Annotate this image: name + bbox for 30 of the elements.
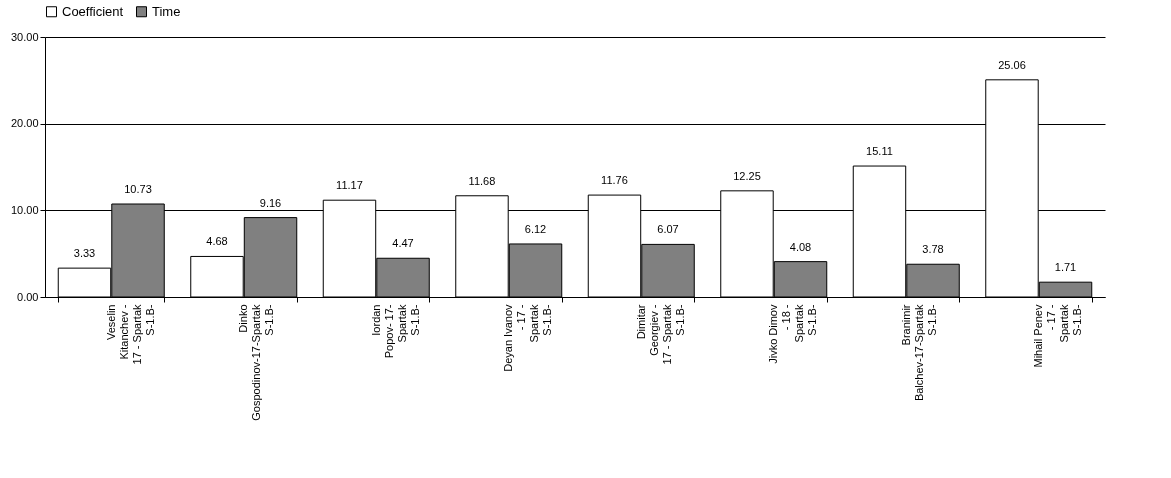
x-tick-label: Dimitar Georgiev - 17 - Spartak S-1.B- [634, 304, 686, 365]
data-label: 6.07 [657, 223, 679, 236]
legend-label: Time [152, 3, 181, 19]
data-label: 9.16 [259, 196, 282, 209]
data-label: 4.68 [206, 235, 228, 248]
data-label: 11.17 [336, 179, 363, 192]
y-tick-label: 0.00 [17, 290, 39, 303]
data-label: 4.47 [392, 237, 414, 250]
data-label: 11.76 [601, 174, 628, 187]
data-label: 3.33 [73, 247, 96, 260]
data-label: 6.12 [524, 222, 547, 235]
x-tick-label: Jivko Dimov - 18 - Spartak S-1.B- [767, 304, 819, 364]
data-label: 1.71 [1054, 261, 1077, 274]
y-tick-label: 20.00 [10, 117, 39, 130]
x-tick-label: Deyan Ivanov - 17 - Spartak S-1.B- [502, 304, 554, 372]
data-label: 12.25 [733, 169, 761, 182]
data-label: 4.08 [789, 240, 812, 253]
data-label: 25.06 [998, 58, 1026, 71]
x-tick-label: Iordan Popov- 17- Spartak S-1.B- [369, 304, 421, 359]
y-tick-label: 10.00 [10, 203, 39, 216]
data-label: 11.68 [468, 174, 496, 187]
data-label: 10.73 [124, 183, 152, 196]
y-tick-label: 30.00 [10, 30, 39, 43]
data-label: 15.11 [866, 145, 893, 158]
data-label: 3.78 [922, 243, 944, 256]
x-tick-label: Mihail Penev - 17 - Spartak S-1.B- [1032, 304, 1084, 368]
x-tick-label: Branimir Balchev-17-Spartak S-1.B- [899, 304, 938, 402]
legend-label: Coefficient [62, 3, 124, 19]
x-tick-label: Veselin Kitanchev - 17 - Spartak S-1.B- [104, 304, 156, 365]
x-tick-label: Dinko Gospodinov-17-Spartak S-1.B- [237, 304, 276, 421]
